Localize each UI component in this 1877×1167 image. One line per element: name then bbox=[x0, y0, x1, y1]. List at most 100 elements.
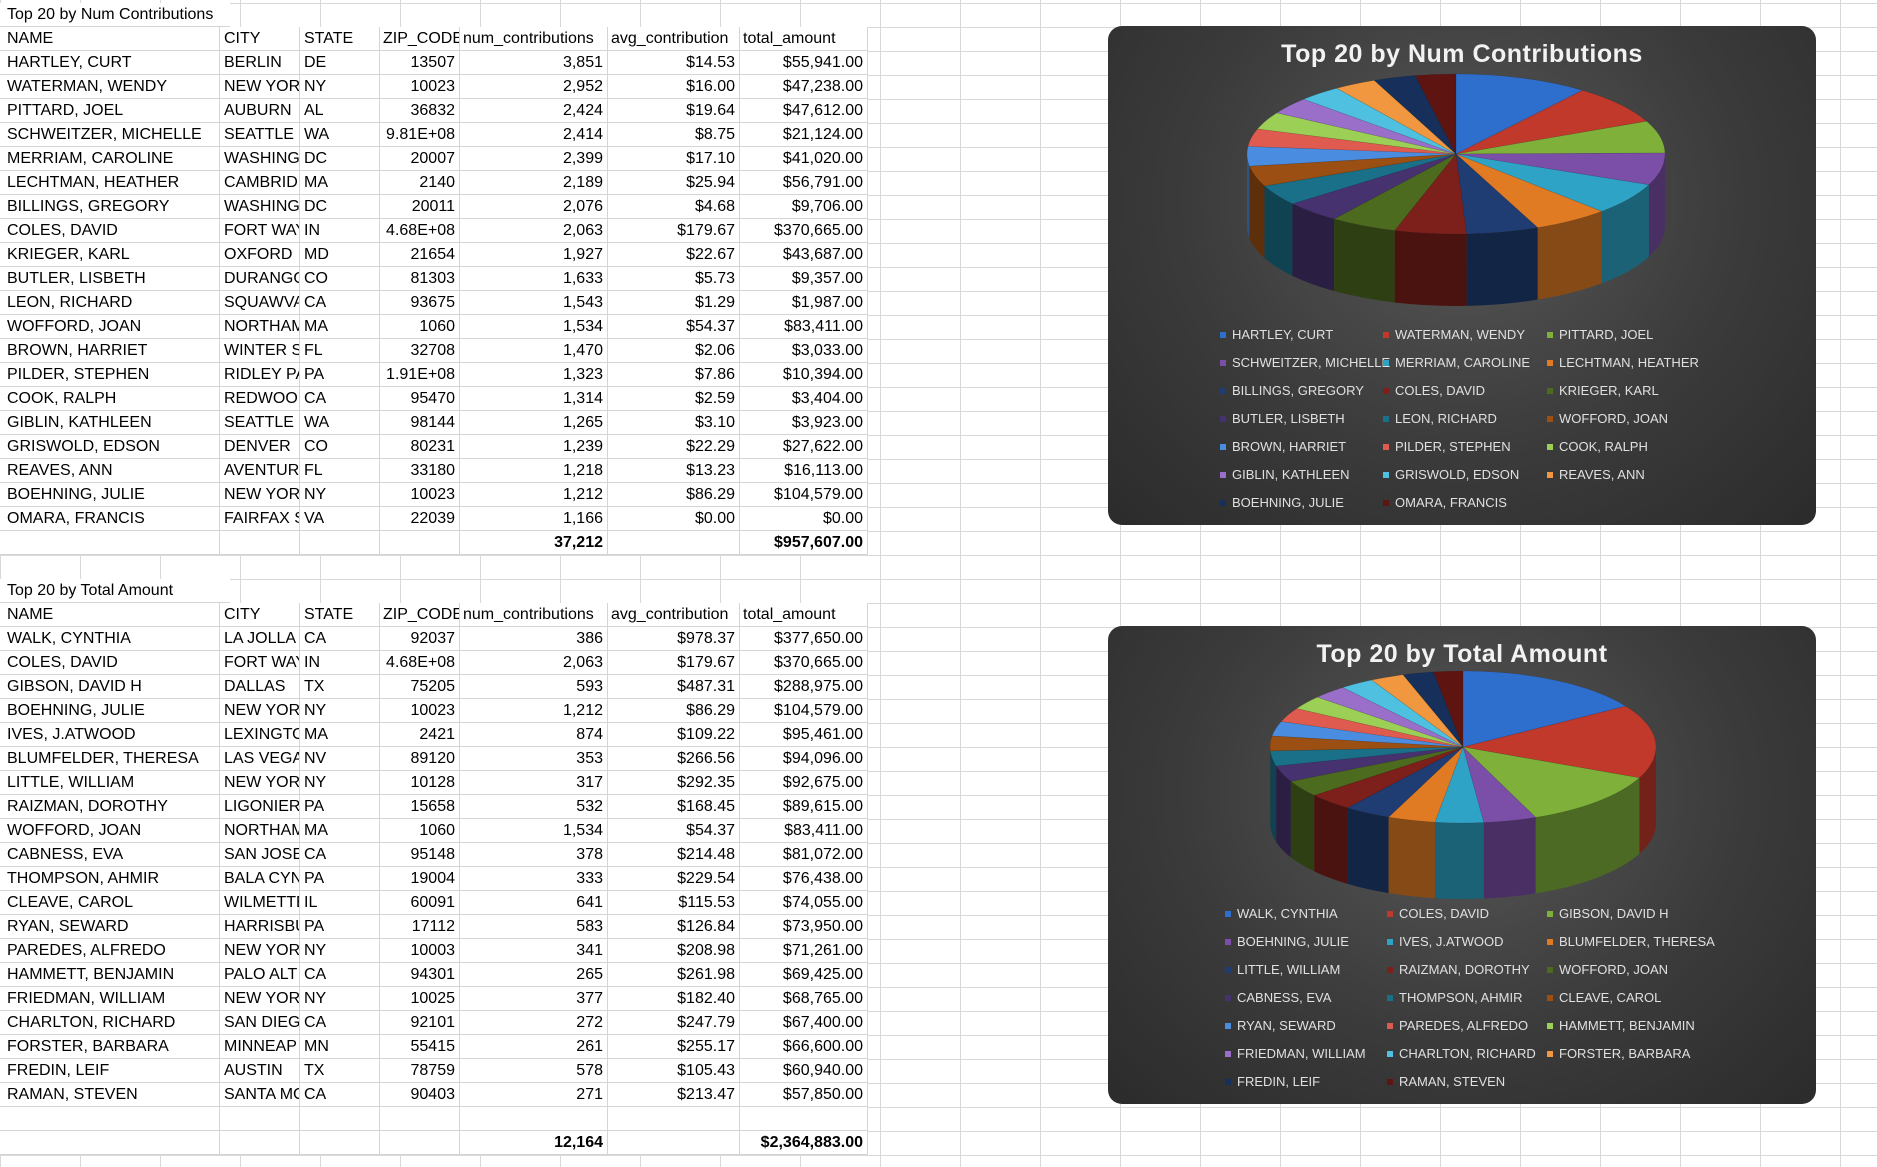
total-amount-cell[interactable]: $104,579.00 bbox=[740, 483, 868, 507]
num-contributions-cell[interactable]: 1,323 bbox=[460, 363, 608, 387]
city-cell[interactable]: NEW YORI bbox=[220, 699, 300, 723]
avg-contribution-cell[interactable]: $2.59 bbox=[608, 387, 740, 411]
avg-contribution-cell[interactable]: $86.29 bbox=[608, 483, 740, 507]
chart-top-by-total-amount[interactable]: Top 20 by Total Amount WALK, CYNTHIA COLE… bbox=[1108, 626, 1816, 1104]
name-cell[interactable]: HARTLEY, CURT bbox=[0, 51, 220, 75]
num-contributions-cell[interactable]: 1,534 bbox=[460, 315, 608, 339]
city-cell[interactable]: SAN JOSE bbox=[220, 843, 300, 867]
legend-entry[interactable]: GRISWOLD, EDSON bbox=[1383, 466, 1519, 484]
zip-code-cell[interactable]: 10025 bbox=[380, 987, 460, 1011]
empty-cell[interactable] bbox=[608, 1131, 740, 1155]
state-cell[interactable]: NY bbox=[300, 939, 380, 963]
name-cell[interactable]: IVES, J.ATWOOD bbox=[0, 723, 220, 747]
empty-cell[interactable] bbox=[380, 1131, 460, 1155]
zip-code-cell[interactable]: 95148 bbox=[380, 843, 460, 867]
avg-contribution-cell[interactable]: $115.53 bbox=[608, 891, 740, 915]
state-cell[interactable]: CA bbox=[300, 387, 380, 411]
name-cell[interactable]: HAMMETT, BENJAMIN bbox=[0, 963, 220, 987]
avg-contribution-cell[interactable]: $182.40 bbox=[608, 987, 740, 1011]
pie-slice[interactable]: RYAN, SEWARD bbox=[1271, 721, 1464, 748]
avg-contribution-cell[interactable]: $5.73 bbox=[608, 267, 740, 291]
total-amount-cell[interactable]: $43,687.00 bbox=[740, 243, 868, 267]
state-cell[interactable]: FL bbox=[300, 339, 380, 363]
empty-cell[interactable] bbox=[0, 531, 220, 555]
state-cell[interactable]: PA bbox=[300, 363, 380, 387]
num-contributions-cell[interactable]: 1,265 bbox=[460, 411, 608, 435]
column-header[interactable]: NAME bbox=[0, 27, 220, 51]
num-contributions-cell[interactable]: 2,076 bbox=[460, 195, 608, 219]
total-amount-cell[interactable]: $73,950.00 bbox=[740, 915, 868, 939]
name-cell[interactable]: BUTLER, LISBETH bbox=[0, 267, 220, 291]
zip-code-cell[interactable]: 20011 bbox=[380, 195, 460, 219]
empty-cell[interactable] bbox=[608, 531, 740, 555]
name-cell[interactable]: COLES, DAVID bbox=[0, 651, 220, 675]
empty-cell[interactable] bbox=[380, 531, 460, 555]
zip-code-cell[interactable]: 95470 bbox=[380, 387, 460, 411]
zip-code-cell[interactable]: 1060 bbox=[380, 819, 460, 843]
zip-code-cell[interactable]: 1.91E+08 bbox=[380, 363, 460, 387]
avg-contribution-cell[interactable]: $261.98 bbox=[608, 963, 740, 987]
avg-contribution-cell[interactable]: $229.54 bbox=[608, 867, 740, 891]
name-cell[interactable]: KRIEGER, KARL bbox=[0, 243, 220, 267]
city-cell[interactable]: NORTHAM bbox=[220, 819, 300, 843]
total-amount-cell[interactable]: $104,579.00 bbox=[740, 699, 868, 723]
legend-entry[interactable]: CABNESS, EVA bbox=[1225, 989, 1331, 1007]
legend-entry[interactable]: OMARA, FRANCIS bbox=[1383, 494, 1507, 512]
name-cell[interactable]: GIBLIN, KATHLEEN bbox=[0, 411, 220, 435]
avg-contribution-cell[interactable]: $247.79 bbox=[608, 1011, 740, 1035]
city-cell[interactable]: BALA CYN bbox=[220, 867, 300, 891]
total-amount-cell[interactable]: $9,706.00 bbox=[740, 195, 868, 219]
total-amount-cell[interactable]: $27,622.00 bbox=[740, 435, 868, 459]
num-contributions-cell[interactable]: 583 bbox=[460, 915, 608, 939]
name-cell[interactable]: WATERMAN, WENDY bbox=[0, 75, 220, 99]
total-amount-cell[interactable]: $370,665.00 bbox=[740, 219, 868, 243]
avg-contribution-cell[interactable]: $1.29 bbox=[608, 291, 740, 315]
avg-contribution-cell[interactable]: $126.84 bbox=[608, 915, 740, 939]
avg-contribution-cell[interactable]: $208.98 bbox=[608, 939, 740, 963]
name-cell[interactable]: RAIZMAN, DOROTHY bbox=[0, 795, 220, 819]
num-contributions-cell[interactable]: 1,534 bbox=[460, 819, 608, 843]
avg-contribution-cell[interactable]: $214.48 bbox=[608, 843, 740, 867]
city-cell[interactable]: WASHING bbox=[220, 195, 300, 219]
avg-contribution-cell[interactable]: $179.67 bbox=[608, 219, 740, 243]
total-amount-cell[interactable]: $74,055.00 bbox=[740, 891, 868, 915]
zip-code-cell[interactable]: 75205 bbox=[380, 675, 460, 699]
city-cell[interactable]: CAMBRID bbox=[220, 171, 300, 195]
name-cell[interactable]: GIBSON, DAVID H bbox=[0, 675, 220, 699]
num-contributions-cell[interactable]: 1,927 bbox=[460, 243, 608, 267]
state-cell[interactable]: MA bbox=[300, 723, 380, 747]
name-cell[interactable]: RAMAN, STEVEN bbox=[0, 1083, 220, 1107]
num-contributions-cell[interactable]: 641 bbox=[460, 891, 608, 915]
name-cell[interactable]: COLES, DAVID bbox=[0, 219, 220, 243]
state-cell[interactable]: MA bbox=[300, 819, 380, 843]
zip-code-cell[interactable]: 20007 bbox=[380, 147, 460, 171]
state-cell[interactable]: MD bbox=[300, 243, 380, 267]
column-header[interactable]: num_contributions bbox=[460, 27, 608, 51]
table-title[interactable]: Top 20 by Num Contributions bbox=[0, 3, 230, 27]
total-amount-cell[interactable]: $288,975.00 bbox=[740, 675, 868, 699]
num-contributions-cell[interactable]: 261 bbox=[460, 1035, 608, 1059]
num-contributions-cell[interactable]: 2,063 bbox=[460, 651, 608, 675]
pie-slice[interactable]: BILLINGS, GREGORY bbox=[1455, 153, 1539, 235]
legend-entry[interactable]: BILLINGS, GREGORY bbox=[1220, 382, 1364, 400]
state-cell[interactable]: CA bbox=[300, 1011, 380, 1035]
legend-entry[interactable]: PILDER, STEPHEN bbox=[1383, 438, 1511, 456]
zip-code-cell[interactable]: 78759 bbox=[380, 1059, 460, 1083]
state-cell[interactable]: DC bbox=[300, 147, 380, 171]
pie-slice[interactable]: FORSTER, BARBARA bbox=[1371, 674, 1464, 748]
legend-entry[interactable]: IVES, J.ATWOOD bbox=[1387, 933, 1504, 951]
state-cell[interactable]: VA bbox=[300, 507, 380, 531]
state-cell[interactable]: WA bbox=[300, 123, 380, 147]
pie-slice[interactable]: HARTLEY, CURT bbox=[1455, 73, 1584, 155]
zip-code-cell[interactable]: 80231 bbox=[380, 435, 460, 459]
avg-contribution-cell[interactable]: $7.86 bbox=[608, 363, 740, 387]
legend-entry[interactable]: KRIEGER, KARL bbox=[1547, 382, 1659, 400]
column-header[interactable]: STATE bbox=[300, 603, 380, 627]
city-cell[interactable]: MINNEAP bbox=[220, 1035, 300, 1059]
avg-contribution-cell[interactable]: $19.64 bbox=[608, 99, 740, 123]
avg-contribution-cell[interactable]: $17.10 bbox=[608, 147, 740, 171]
state-cell[interactable]: TX bbox=[300, 1059, 380, 1083]
num-contributions-cell[interactable]: 3,851 bbox=[460, 51, 608, 75]
state-cell[interactable]: CA bbox=[300, 963, 380, 987]
pie-slice[interactable]: COLES, DAVID bbox=[1394, 153, 1467, 235]
